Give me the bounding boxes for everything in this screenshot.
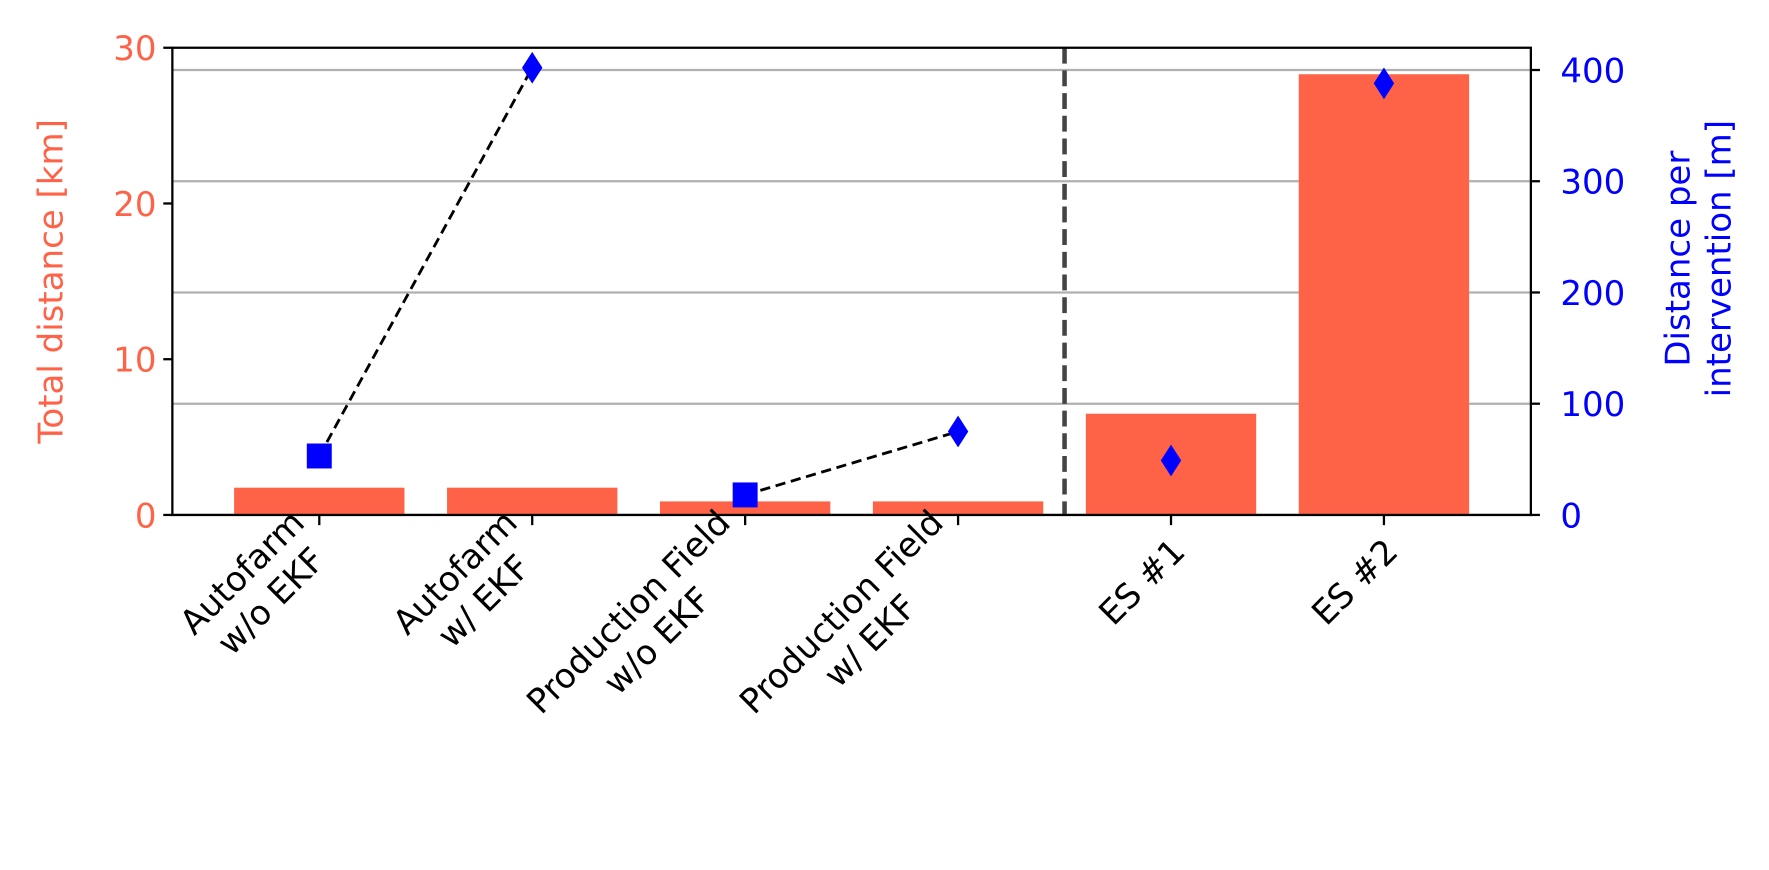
y-tick-label: 0 <box>135 496 157 536</box>
y-tick-label: 10 <box>113 341 156 381</box>
bar <box>659 501 831 515</box>
plot-frame <box>171 46 1532 517</box>
connector <box>744 430 959 497</box>
y2-tick-label: 0 <box>1560 496 1582 536</box>
x-tick-label: Autofarmw/ EKF <box>385 503 554 672</box>
x-label-group: Production Fieldw/ EKF <box>732 503 980 751</box>
y2-tick-label: 100 <box>1560 385 1625 425</box>
x-label-group: Autofarmw/o EKF <box>172 503 341 672</box>
y2-tick-label: 400 <box>1560 51 1625 91</box>
x-tick-label: ES #1 <box>1091 532 1193 634</box>
bar <box>234 487 405 515</box>
x-tick-label: Autofarmw/o EKF <box>172 503 341 672</box>
y2-axis-label: Distance perintervention [m] <box>1659 120 1740 397</box>
y2-tick-label: 200 <box>1560 274 1625 314</box>
x-label-group: ES #1 <box>1091 532 1193 634</box>
y-tick-label: 20 <box>113 185 156 225</box>
y-axis-label: Total distance [km] <box>31 119 71 444</box>
y2-tick-label: 300 <box>1560 163 1625 203</box>
x-label-group: Production Fieldw/o EKF <box>519 503 767 751</box>
x-tick-label: ES #2 <box>1304 532 1406 634</box>
x-label-group: ES #2 <box>1304 532 1406 634</box>
diamond-marker <box>1373 67 1395 100</box>
square-marker <box>732 482 758 508</box>
connector <box>318 67 534 457</box>
y-tick-label: 30 <box>113 29 156 69</box>
square-marker <box>306 443 332 469</box>
x-label-group: Autofarmw/ EKF <box>385 503 554 672</box>
bar <box>1298 74 1470 515</box>
bar <box>447 487 618 515</box>
bar <box>872 501 1044 515</box>
x-tick-label: Production Fieldw/ EKF <box>732 503 980 751</box>
diamond-marker <box>947 415 969 448</box>
x-tick-label: Production Fieldw/o EKF <box>519 503 767 751</box>
